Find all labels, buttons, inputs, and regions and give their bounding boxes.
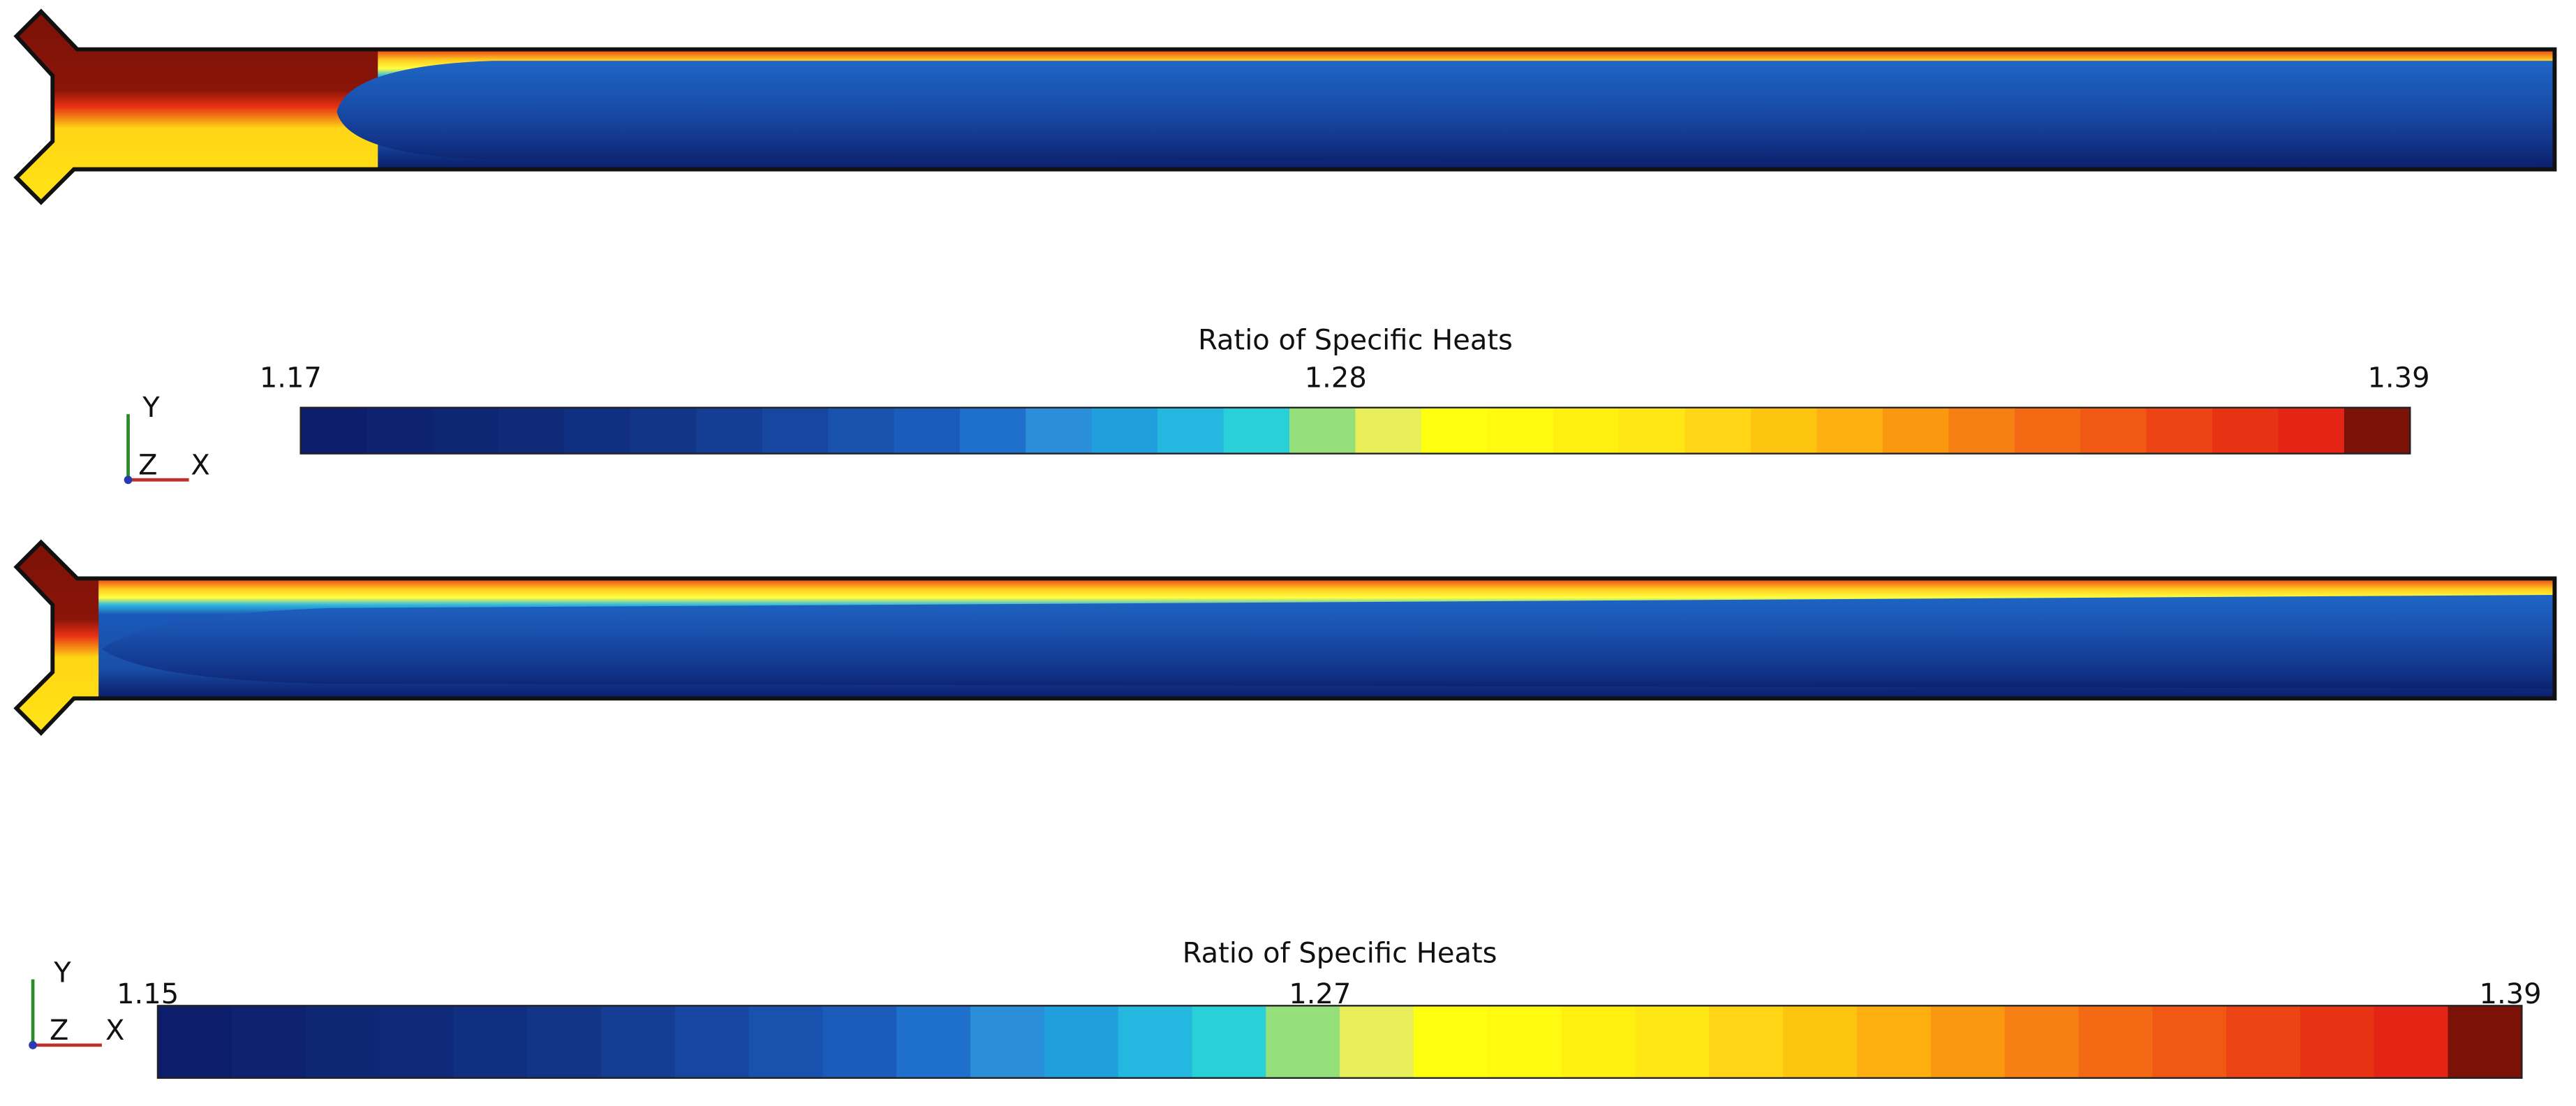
color-segment xyxy=(2078,1005,2154,1078)
color-segment xyxy=(828,407,895,454)
contour-plot-2 xyxy=(16,542,2555,733)
color-segment xyxy=(300,407,368,454)
axis-label: Z xyxy=(50,1015,68,1047)
colorbar-frame xyxy=(156,1005,2523,1079)
color-segment xyxy=(527,1005,602,1078)
color-segment xyxy=(1553,407,1620,454)
color-segment xyxy=(1816,407,1884,454)
colorbar-frame xyxy=(299,406,2411,455)
color-segment xyxy=(1930,1005,2006,1078)
color-segment xyxy=(379,1005,454,1078)
color-segment xyxy=(1882,407,1950,454)
color-segment xyxy=(453,1005,528,1078)
nozzle-outline xyxy=(13,8,2557,205)
color-segment xyxy=(748,1005,824,1078)
color-segment xyxy=(1561,1005,1636,1078)
color-segment xyxy=(2374,1005,2449,1078)
color-segment xyxy=(2300,1005,2375,1078)
colorbar-tick-label: 1.39 xyxy=(2480,978,2542,1010)
color-segment xyxy=(2004,1005,2080,1078)
color-segment xyxy=(1340,1005,1415,1078)
color-segment xyxy=(959,407,1027,454)
axis-triad xyxy=(29,979,102,1049)
color-segment xyxy=(231,1005,306,1078)
color-segment xyxy=(1487,1005,1562,1078)
color-segment xyxy=(564,407,631,454)
color-segment xyxy=(367,407,434,454)
color-segment xyxy=(1266,1005,1341,1078)
axis-label: X xyxy=(191,449,209,481)
color-segment xyxy=(822,1005,898,1078)
color-segment xyxy=(696,407,763,454)
color-segment xyxy=(1157,407,1224,454)
color-segment xyxy=(1783,1005,1858,1078)
nozzle-outline xyxy=(13,539,2557,736)
color-segment xyxy=(2226,1005,2302,1078)
color-segment xyxy=(1044,1005,1119,1078)
color-segment xyxy=(1856,1005,1932,1078)
color-segment xyxy=(1948,407,2015,454)
colorbar-tick-label: 1.39 xyxy=(2367,362,2429,395)
color-segment xyxy=(1619,407,1686,454)
color-segment xyxy=(970,1005,1046,1078)
colorbar-title: Ratio of Specific Heats xyxy=(1183,937,1497,969)
color-segment xyxy=(305,1005,380,1078)
color-segment xyxy=(2080,407,2147,454)
axis-triad xyxy=(124,414,189,485)
axis-label: X xyxy=(105,1015,124,1047)
color-segment xyxy=(2212,407,2279,454)
color-segment xyxy=(1118,1005,1193,1078)
colorbar-title: Ratio of Specific Heats xyxy=(1198,325,1513,357)
colorbar-tick-label: 1.17 xyxy=(260,362,322,395)
color-segment xyxy=(2344,407,2411,454)
color-segment xyxy=(894,407,961,454)
color-segment xyxy=(2152,1005,2228,1078)
color-segment xyxy=(1192,1005,1267,1078)
color-segment xyxy=(674,1005,750,1078)
color-segment xyxy=(1635,1005,1710,1078)
color-segment xyxy=(600,1005,676,1078)
color-segment xyxy=(2146,407,2214,454)
axis-label: Z xyxy=(138,449,157,481)
contour-plot-1 xyxy=(16,11,2555,202)
color-segment xyxy=(1421,407,1488,454)
color-segment xyxy=(1026,407,1093,454)
color-segment xyxy=(896,1005,972,1078)
color-segment xyxy=(1487,407,1554,454)
colorbar-tick-label: 1.28 xyxy=(1305,362,1367,395)
axis-label: Y xyxy=(53,957,71,989)
color-segment xyxy=(1413,1005,1488,1078)
color-segment xyxy=(1355,407,1423,454)
color-segment xyxy=(498,407,565,454)
colorbar-tick-label: 1.27 xyxy=(1289,978,1351,1010)
colorbar-tick-label: 1.15 xyxy=(117,978,179,1010)
color-segment xyxy=(630,407,697,454)
color-segment xyxy=(2014,407,2082,454)
color-segment xyxy=(2278,407,2346,454)
color-segment xyxy=(1091,407,1159,454)
color-segment xyxy=(1709,1005,1784,1078)
color-segment xyxy=(1751,407,1818,454)
axis-label: Y xyxy=(142,392,160,424)
color-segment xyxy=(1223,407,1291,454)
color-segment xyxy=(157,1005,232,1078)
color-segment xyxy=(2448,1005,2523,1078)
color-segment xyxy=(1289,407,1356,454)
color-segment xyxy=(1685,407,1752,454)
color-segment xyxy=(762,407,829,454)
color-segment xyxy=(432,407,500,454)
